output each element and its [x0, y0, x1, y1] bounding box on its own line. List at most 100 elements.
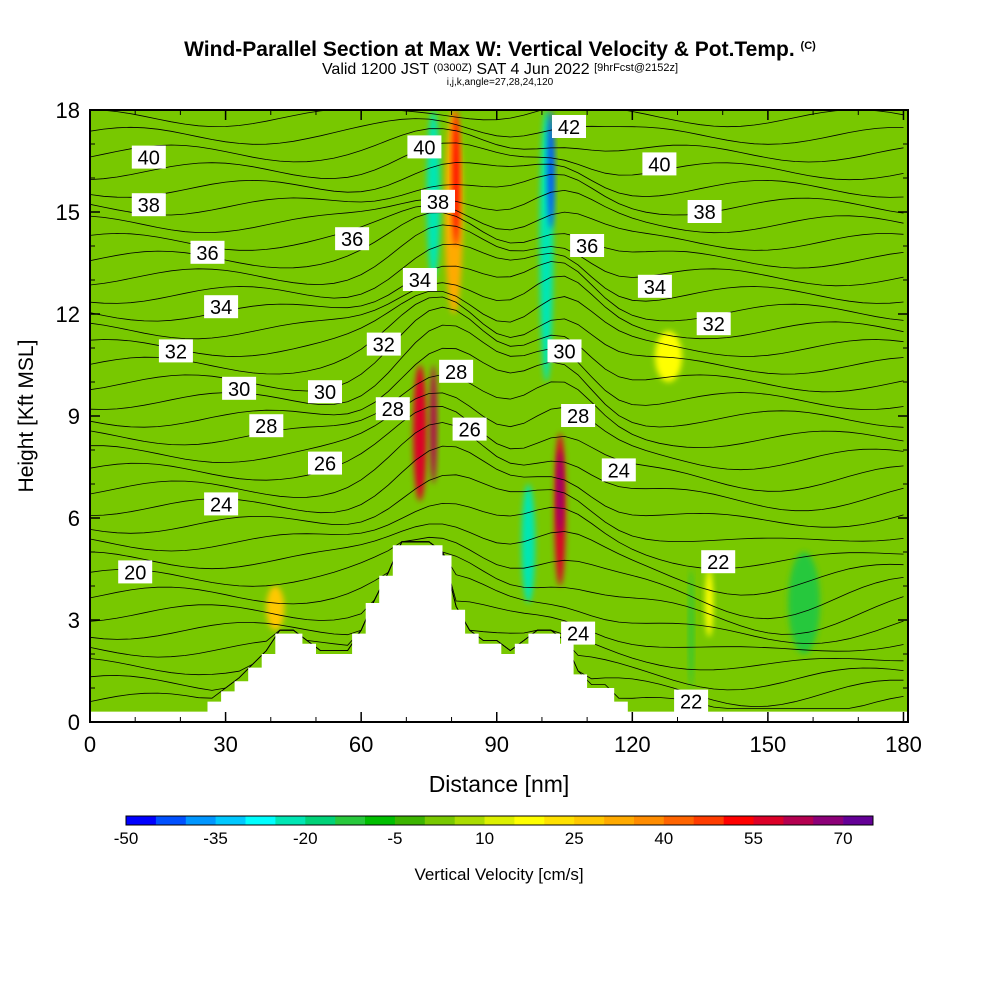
- isentrope-line: [90, 536, 904, 620]
- colorbar-swatch: [723, 816, 754, 825]
- isentrope-line: [90, 275, 904, 340]
- isentrope-label-text: 40: [648, 154, 670, 176]
- isentrope-label-text: 38: [693, 202, 715, 224]
- isentrope-line: [90, 392, 904, 471]
- colorbar-swatch: [663, 816, 694, 825]
- isentrope-label-box: [561, 621, 596, 645]
- x-tick-label: 120: [614, 732, 651, 757]
- x-tick-label: 0: [84, 732, 96, 757]
- y-tick-label: 9: [68, 404, 80, 429]
- isentrope-label: 40: [407, 135, 442, 159]
- isentrope-label-box: [158, 339, 193, 363]
- isentrope-label-box: [335, 227, 370, 251]
- isentrope-line: [90, 406, 904, 492]
- isentrope-line: [90, 142, 904, 181]
- isentrope-label-box: [674, 689, 709, 713]
- colorbar-swatch: [753, 816, 784, 825]
- isentrope-label-text: 24: [210, 494, 232, 516]
- colorbar-swatch: [454, 816, 485, 825]
- colorbar-tick-label: -20: [293, 829, 318, 848]
- colorbar-swatch: [185, 816, 216, 825]
- terrain: [90, 545, 908, 722]
- colorbar-swatch: [394, 816, 426, 825]
- isentrope-label-text: 30: [228, 379, 250, 401]
- isentrope-label-box: [402, 268, 437, 291]
- colorbar-swatch: [843, 816, 874, 825]
- colorbar: -50 -35 -20 -5 10 25 40 55 70: [114, 815, 874, 848]
- isentrope-label: 30: [222, 376, 257, 401]
- isentrope-label-box: [637, 274, 672, 298]
- isentrope-label-text: 32: [373, 335, 395, 357]
- isentrope-line: [90, 523, 904, 596]
- isentrope-line: [90, 541, 904, 691]
- isentrope-label-text: 36: [341, 229, 363, 251]
- isentrope-line: [90, 224, 904, 287]
- isentrope-label-text: 20: [124, 562, 146, 584]
- velocity-feature: [413, 365, 427, 501]
- y-tick-label: 12: [56, 302, 80, 327]
- isentrope-label-box: [375, 397, 410, 421]
- isentrope-label-box: [249, 414, 284, 438]
- velocity-feature: [557, 450, 563, 535]
- colorbar-swatch: [275, 816, 306, 825]
- y-tick-label: 18: [56, 98, 80, 123]
- isentrope-label: 38: [131, 193, 166, 217]
- colorbar-swatch: [574, 816, 605, 825]
- isentrope-label-text: 24: [567, 624, 589, 646]
- isentrope-labels: 4038363432302824203632302628343840282642…: [118, 115, 736, 714]
- isentrope-label-text: 38: [427, 192, 449, 214]
- isentrope-label-box: [204, 492, 239, 516]
- isentrope-line: [90, 502, 904, 570]
- isentrope-label: 22: [674, 689, 709, 714]
- colorbar-frame: [125, 815, 874, 826]
- x-tick-label: 150: [750, 732, 787, 757]
- colorbar-tick-label: 25: [565, 829, 584, 848]
- isentrope-label-text: 32: [703, 314, 725, 336]
- x-tick-label: 30: [213, 732, 237, 757]
- isentrope-line: [90, 128, 904, 163]
- velocity-feature: [788, 552, 820, 654]
- isentrope-label-text: 34: [210, 297, 232, 319]
- isentrope-label: 30: [308, 380, 342, 404]
- isentrope-line: [90, 243, 904, 304]
- isentrope-line: [90, 422, 904, 512]
- isentrope-label-text: 28: [445, 362, 467, 384]
- velocity-feature: [547, 110, 555, 229]
- isentrope-label-box: [439, 359, 474, 383]
- x-axis-label: Distance [nm]: [429, 771, 570, 797]
- velocity-feature: [688, 569, 694, 688]
- isentrope-label: 34: [204, 295, 239, 319]
- isentrope-line: [90, 162, 904, 198]
- isentrope-label-box: [118, 560, 153, 584]
- isentrope-label-text: 42: [558, 117, 580, 139]
- isentrope-label-box: [687, 200, 722, 223]
- isentrope-label-text: 36: [196, 243, 218, 265]
- y-axis-label: Height [Kft MSL]: [15, 340, 38, 493]
- colorbar-swatch: [305, 816, 336, 825]
- isentrope-label-text: 30: [553, 341, 575, 363]
- velocity-field: [90, 110, 908, 722]
- field-background: [90, 110, 908, 722]
- isentrope-label-box: [407, 135, 442, 159]
- isentrope-label-box: [308, 380, 342, 404]
- colorbar-swatch: [155, 816, 187, 825]
- colorbar-swatch: [544, 816, 575, 825]
- isentrope-label-text: 26: [458, 420, 480, 442]
- isentrope-label: 28: [249, 414, 284, 438]
- isentrope-label: 34: [637, 274, 672, 299]
- isentrope-label-text: 28: [382, 399, 404, 421]
- isentrope-label-text: 40: [138, 148, 160, 170]
- isentrope-line: [90, 290, 904, 357]
- isentrope-label-text: 38: [138, 195, 160, 217]
- isentrope-label: 24: [561, 621, 596, 646]
- isentrope-label-box: [421, 189, 455, 213]
- colorbar-swatch: [245, 816, 276, 825]
- isentrope-label: 38: [687, 200, 722, 224]
- isentrope-line: [90, 189, 904, 234]
- colorbar-swatch: [365, 816, 396, 825]
- y-tick-label: 3: [68, 608, 80, 633]
- chart-titles: Wind-Parallel Section at Max W: Vertical…: [0, 0, 1000, 110]
- isentrope-line: [90, 204, 904, 251]
- isentrope-label-box: [561, 404, 596, 427]
- isentrope-label-box: [366, 332, 401, 356]
